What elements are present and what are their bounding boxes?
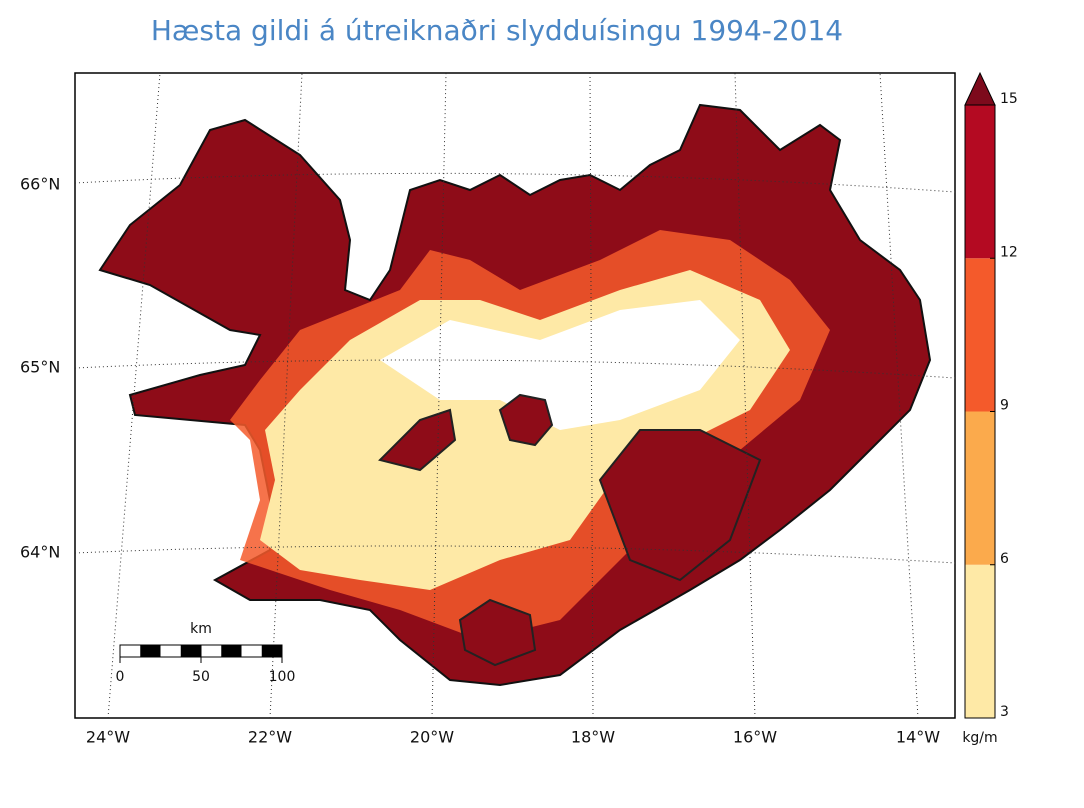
land-white [380, 300, 740, 430]
scale-tick-label: 0 [116, 669, 125, 685]
scale-unit: km [190, 621, 212, 637]
scale-tick-label: 50 [192, 669, 210, 685]
scale-segment [180, 645, 201, 657]
latitude-line [74, 359, 956, 379]
lon-label: 22°W [248, 728, 292, 747]
lon-label: 16°W [733, 728, 777, 747]
lat-label: 64°N [20, 543, 60, 562]
colorbar-band [965, 564, 995, 718]
graticule [74, 72, 956, 719]
glacier-ring [378, 408, 457, 472]
colorbar-tick-label: 3 [1000, 704, 1009, 720]
latitude-line [74, 172, 956, 193]
colorbar-band [965, 411, 995, 565]
lon-label: 20°W [410, 728, 454, 747]
colorbar-extend [964, 71, 996, 106]
lon-label: 18°W [571, 728, 615, 747]
title: Hæsta gildi á útreiknaðri slydduísingu 1… [151, 14, 843, 47]
colorbar-band [965, 105, 995, 259]
lon-label: 24°W [86, 728, 130, 747]
lat-label: 65°N [20, 358, 60, 377]
scale-tick-label: 100 [269, 669, 296, 685]
latitude-line [74, 545, 956, 564]
lon-label: 14°W [896, 728, 940, 747]
colorbar-band [965, 258, 995, 412]
colorbar-label: kg/m [962, 730, 997, 746]
scale-segment [221, 645, 242, 657]
colorbar-tick-label: 12 [1000, 244, 1018, 260]
scale-segment [140, 645, 161, 657]
scale-segment [261, 645, 282, 657]
lat-label: 66°N [20, 175, 60, 194]
colorbar-tick-label: 6 [1000, 551, 1009, 567]
glacier-ring [458, 598, 537, 667]
colorbar-tick-label: 9 [1000, 398, 1009, 414]
glacier-ring [598, 429, 762, 582]
landmass [98, 103, 932, 687]
colorbar-tick-label: 15 [1000, 91, 1018, 107]
glacier-ring [498, 393, 554, 447]
